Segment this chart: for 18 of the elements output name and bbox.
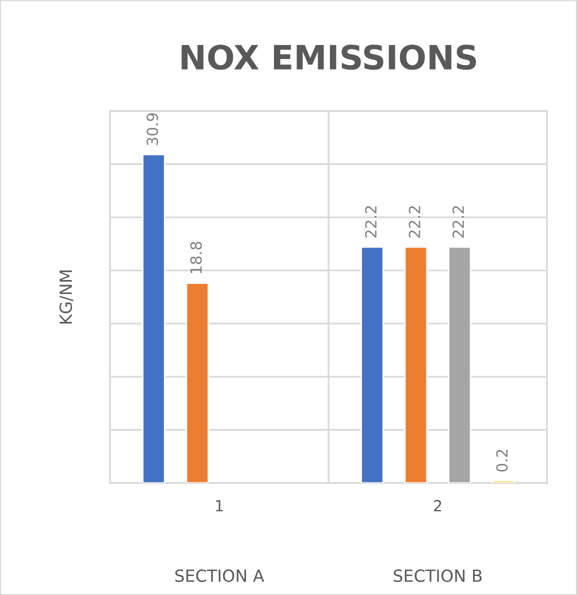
data-label: 22.2 bbox=[365, 206, 376, 238]
data-label: 30.9 bbox=[146, 113, 158, 146]
x-tick-label: 1 bbox=[216, 500, 223, 512]
bar bbox=[186, 282, 210, 483]
x-tick-label: 2 bbox=[434, 500, 442, 512]
data-label: 22.2 bbox=[408, 206, 420, 238]
bar bbox=[448, 246, 472, 483]
chart-title: NOX EMISSIONS bbox=[182, 44, 476, 70]
data-label: 18.8 bbox=[190, 242, 202, 274]
bar bbox=[142, 154, 166, 483]
data-label: 22.2 bbox=[452, 206, 464, 238]
data-label: 0.2 bbox=[496, 450, 508, 472]
y-axis-title: KG/NM bbox=[59, 270, 74, 324]
bar bbox=[360, 246, 384, 483]
text: SECTION A bbox=[175, 569, 264, 582]
text: SECTION B bbox=[394, 569, 482, 582]
bar bbox=[404, 246, 428, 483]
bar bbox=[492, 480, 515, 483]
